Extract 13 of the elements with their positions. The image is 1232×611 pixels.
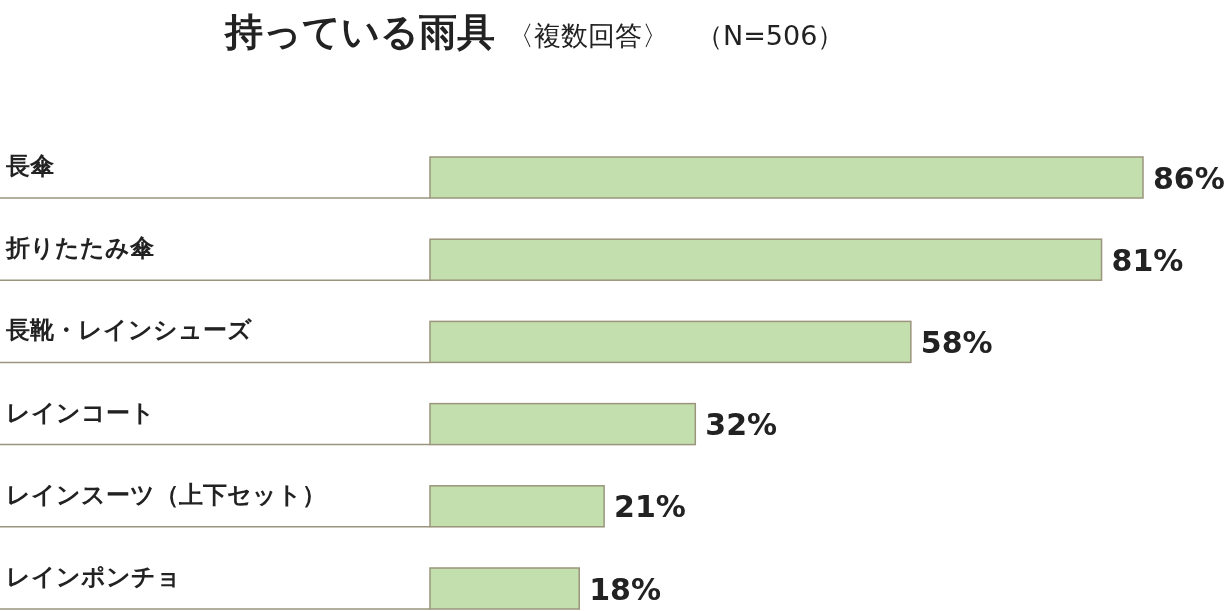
value-label: 58%	[920, 324, 993, 360]
category-label: レインコート	[6, 398, 155, 427]
value-label: 18%	[589, 571, 662, 607]
title: 持っている雨具 〈複数回答〉 （N=506）	[225, 10, 845, 54]
category-label: レインスーツ（上下セット）	[6, 480, 326, 509]
category-label: レインポンチョ	[6, 563, 181, 591]
category-label: 長靴・レインシューズ	[6, 316, 252, 345]
value-label: 86%	[1153, 160, 1225, 196]
category-label: 長傘	[6, 152, 54, 180]
category-label: 折りたたみ傘	[6, 234, 154, 263]
value-label: 81%	[1111, 242, 1184, 278]
value-label: 32%	[705, 407, 778, 443]
value-label: 21%	[614, 489, 686, 525]
